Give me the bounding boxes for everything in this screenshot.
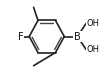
Text: OH: OH [87, 19, 100, 28]
Text: F: F [18, 32, 23, 41]
Text: OH: OH [87, 45, 100, 54]
Text: B: B [74, 32, 81, 41]
